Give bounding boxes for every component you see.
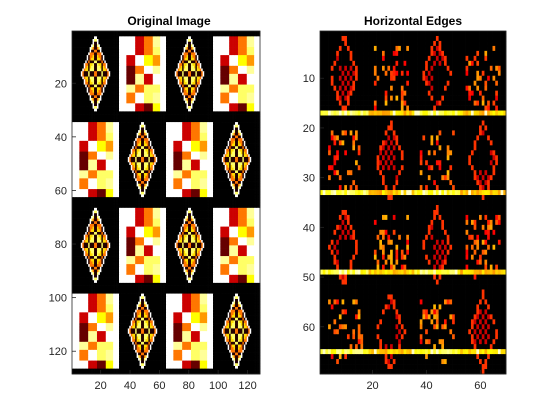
heatmap-original-image <box>72 31 260 374</box>
title-original-image: Original Image <box>127 14 211 28</box>
panel-original-image: Original Image 20 40 60 80 100 12020406080100… <box>49 14 261 392</box>
